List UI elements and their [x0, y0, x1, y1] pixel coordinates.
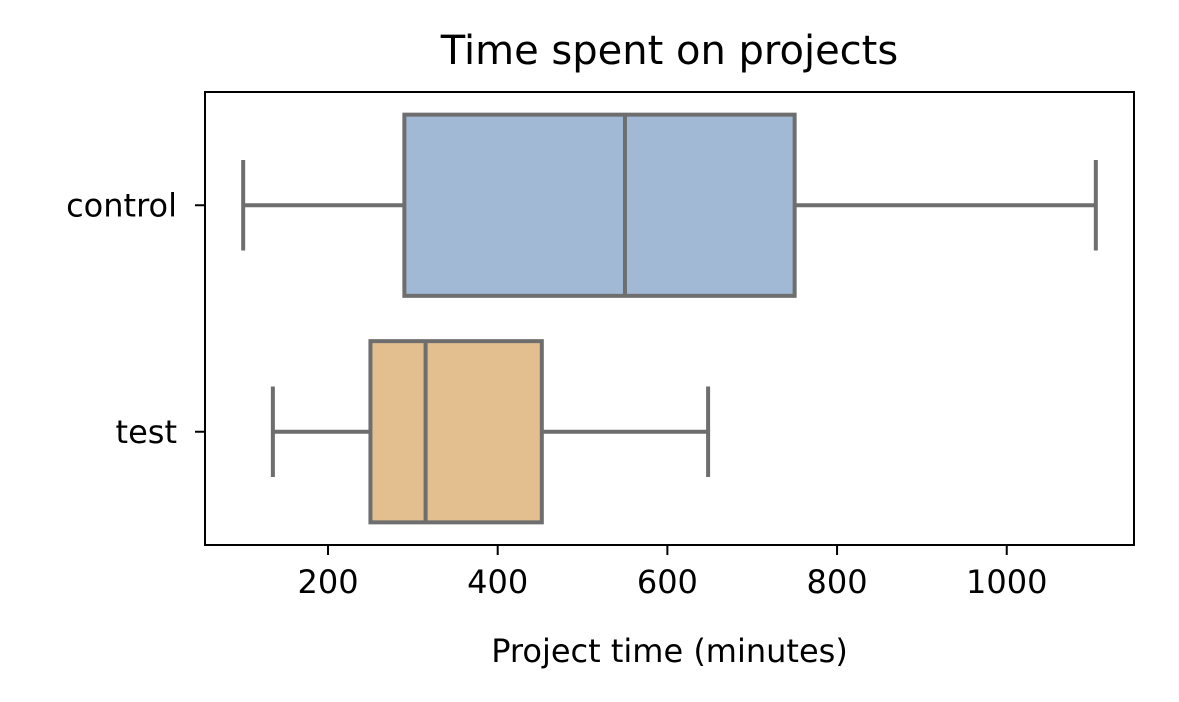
x-tick-label: 800 [807, 563, 868, 601]
chart-title: Time spent on projects [440, 28, 898, 74]
iqr-box [402, 112, 797, 298]
x-axis-label: Project time (minutes) [491, 632, 848, 670]
x-axis: 200 400 600 800 1000 [297, 545, 1047, 601]
boxes-layer [241, 112, 1098, 525]
box-test [270, 339, 711, 525]
x-tick-label: 200 [297, 563, 358, 601]
plot-area-frame [204, 91, 1135, 546]
iqr-box [368, 339, 544, 525]
x-tick-label: 600 [637, 563, 698, 601]
y-axis: control test [66, 186, 205, 451]
box-control [241, 112, 1098, 298]
y-tick-label-test: test [116, 413, 177, 451]
x-tick-label: 1000 [966, 563, 1047, 601]
x-tick-label: 400 [467, 563, 528, 601]
y-tick-label-control: control [66, 186, 177, 224]
